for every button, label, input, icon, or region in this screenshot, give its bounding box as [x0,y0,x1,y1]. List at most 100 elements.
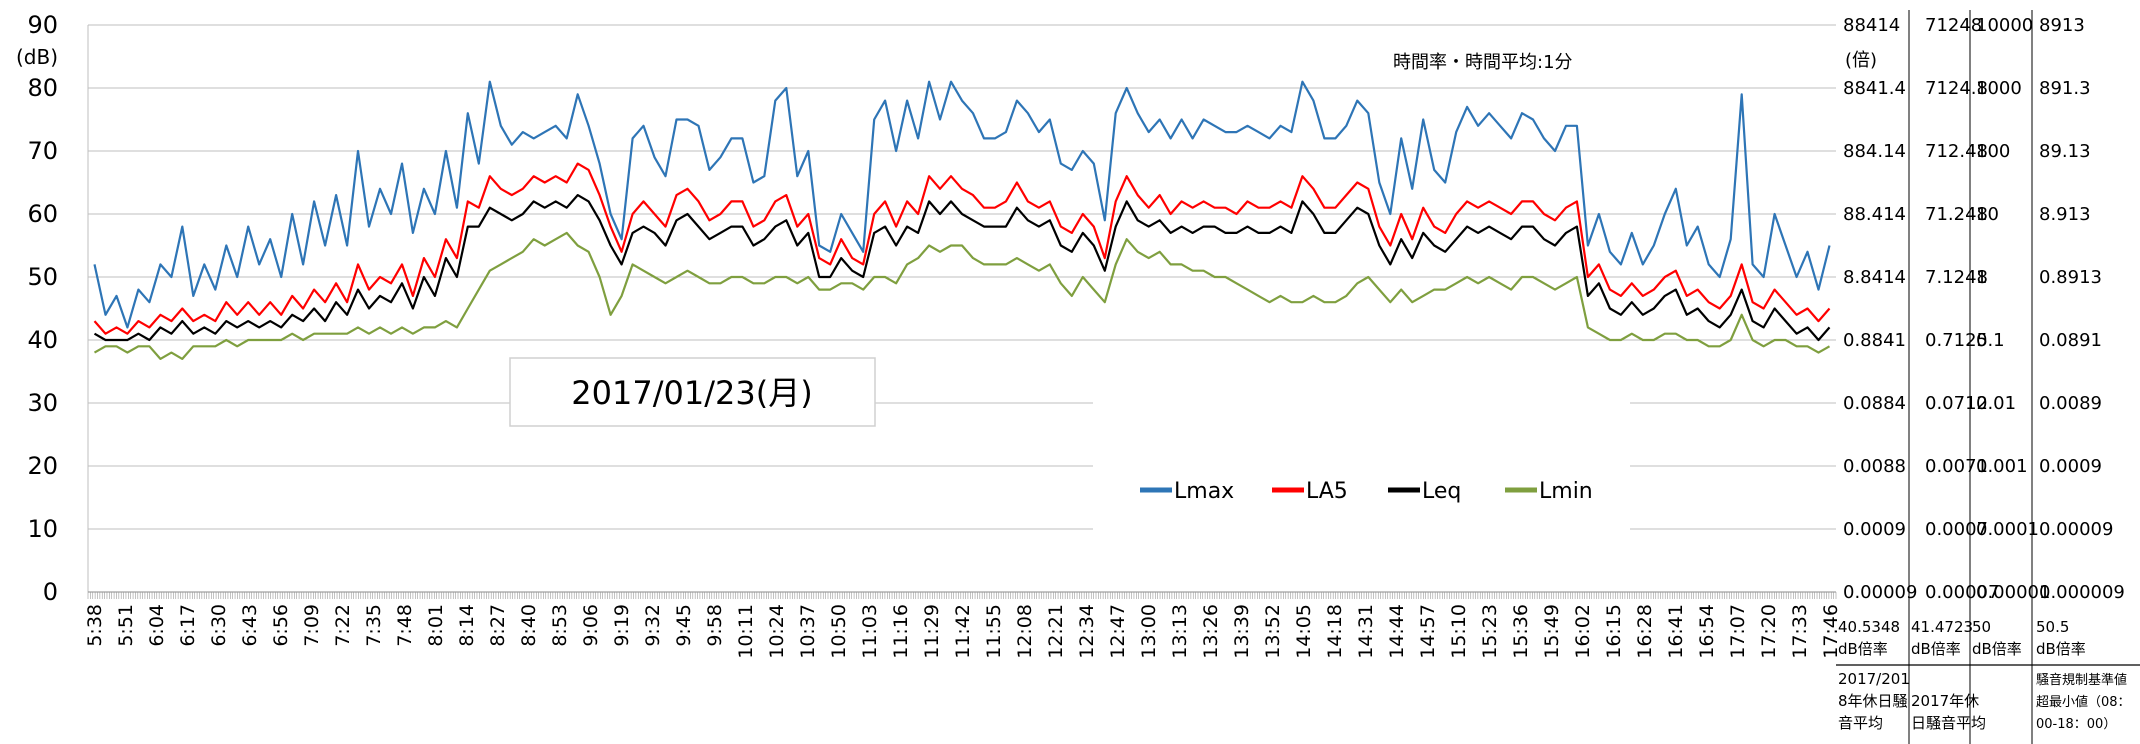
foot-caption-line: 騒音規制基準値 [2036,672,2127,688]
x-tick-label: 7:48 [394,604,416,647]
x-tick-label: 9:32 [642,604,664,647]
right-tick-label: 0.0071 [1925,456,1988,477]
x-tick-label: 17:20 [1758,604,1780,659]
x-tick-label: 7:22 [332,604,354,647]
x-tick-label: 9:06 [580,604,602,647]
foot-caption-line: 音平均 [1838,714,1883,732]
x-tick-label: 5:38 [84,604,106,647]
x-tick-label: 13:52 [1262,604,1284,659]
chart-title: 2017/01/23(月) [571,374,812,412]
y-tick-label: 0 [43,578,58,606]
right-tick-label: 1 [1976,267,1987,288]
right-tick-label: 7124.8 [1925,78,1988,99]
y-tick-label: 40 [27,326,58,354]
x-tick-label: 9:45 [673,604,695,647]
x-tick-label: 11:16 [890,604,912,659]
right-tick-label: 891.3 [2039,78,2091,99]
right-multiplier-axes: 88414 8841.4 884.14 88.414 8.8414 0.8841 0.088… [1843,10,2125,744]
x-tick-label: 8:27 [487,604,509,647]
x-tick-label: 5:51 [115,604,137,647]
x-tick-label: 11:03 [859,604,881,659]
y-tick-label: 90 [27,11,58,39]
right-tick-label: 0.8913 [2039,267,2102,288]
x-tick-label: 13:00 [1138,604,1160,659]
foot-unit: dB倍率 [1911,640,1961,658]
legend-label-la5: LA5 [1306,479,1348,504]
legend: Lmax LA5 Leq Lmin [1140,479,1593,504]
x-tick-label: 12:08 [1014,604,1036,659]
right-tick-label: 8913 [2039,15,2085,36]
right-tick-label: 0.8841 [1843,330,1906,351]
right-tick-label: 0.0009 [1843,519,1906,540]
foot-unit: dB倍率 [2036,640,2086,658]
x-tick-label: 13:26 [1200,604,1222,659]
right-tick-label: 71.248 [1925,204,1988,225]
x-tick-label: 12:21 [1045,604,1067,659]
x-tick-label: 8:01 [425,604,447,647]
right-axis-unit: (倍) [1845,50,1877,71]
axis-footer-table: 40.5348dB倍率41.4723dB倍率50dB倍率50.5dB倍率2017… [1836,618,2140,732]
x-tick-label: 16:15 [1603,604,1625,659]
right-tick-label: 0.0001 [1976,519,2039,540]
right-tick-label: 0.00009 [2039,519,2113,540]
x-tick-label: 15:49 [1541,604,1563,659]
x-tick-label: 6:17 [177,604,199,647]
y-tick-label: 50 [27,263,58,291]
chart-annotation: 時間率・時間平均:1分 [1393,52,1573,73]
x-tick-label: 16:02 [1572,604,1594,659]
x-tick-label: 14:05 [1293,604,1315,659]
foot-unit: dB倍率 [1972,640,2022,658]
y-tick-label: 30 [27,389,58,417]
right-tick-label: 712.48 [1925,141,1988,162]
series-line-la5 [93,162,1831,335]
foot-value: 41.4723 [1911,618,1973,636]
foot-caption-line: 8年休日騒 [1838,692,1908,710]
series-lines [93,80,1831,360]
x-tick-label: 6:43 [239,604,261,647]
x-tick-label: 7:09 [301,604,323,647]
x-tick-label: 17:46 [1820,604,1842,659]
right-tick-label: 10000 [1976,15,2033,36]
x-tick-label: 8:40 [518,604,540,647]
y-tick-label: 80 [27,74,58,102]
x-tick-label: 10:50 [828,604,850,659]
x-tick-label: 12:47 [1107,604,1129,659]
right-tick-label: 89.13 [2039,141,2091,162]
right-tick-label: 0.0088 [1843,456,1906,477]
date-box: 2017/01/23(月) [509,357,876,427]
x-tick-label: 14:31 [1355,604,1377,659]
x-tick-label: 8:53 [549,604,571,647]
x-tick-label: 15:10 [1448,604,1470,659]
right-tick-label: 71248 [1925,15,1982,36]
foot-caption-line: 00-18：00） [2036,717,2116,732]
legend-label-lmax: Lmax [1174,479,1234,504]
right-tick-label: 0.01 [1976,393,2016,414]
y-axis-label: (dB) [16,45,58,69]
x-tick-label: 16:54 [1696,604,1718,659]
x-tick-label: 16:41 [1665,604,1687,659]
right-tick-label: 0.1 [1976,330,2005,351]
foot-value: 50.5 [2036,618,2069,636]
x-tick-label: 7:35 [363,604,385,647]
x-tick-label: 17:07 [1727,604,1749,659]
right-tick-label: 10 [1976,204,1999,225]
x-tick-label: 14:57 [1417,604,1439,659]
x-tick-label: 15:36 [1510,604,1532,659]
x-tick-label: 15:23 [1479,604,1501,659]
right-tick-label: 0.0891 [2039,330,2102,351]
x-tick-label: 11:55 [983,604,1005,659]
series-line-leq [93,194,1831,342]
legend-label-lmin: Lmin [1539,479,1593,504]
x-tick-label: 12:34 [1076,604,1098,659]
x-tick-label: 14:44 [1386,604,1408,659]
right-tick-label: 0.00001 [1976,582,2050,603]
x-tick-label: 13:13 [1169,604,1191,659]
right-tick-label: 8841.4 [1843,78,1906,99]
x-tick-label: 17:33 [1789,604,1811,659]
foot-unit: dB倍率 [1838,640,1888,658]
x-tick-label: 14:18 [1324,604,1346,659]
legend-label-leq: Leq [1422,479,1461,504]
x-tick-label: 6:56 [270,604,292,647]
left-y-axis: 0 10 20 30 40 50 60 70 80 90 [27,11,89,606]
right-tick-label: 1000 [1976,78,2022,99]
